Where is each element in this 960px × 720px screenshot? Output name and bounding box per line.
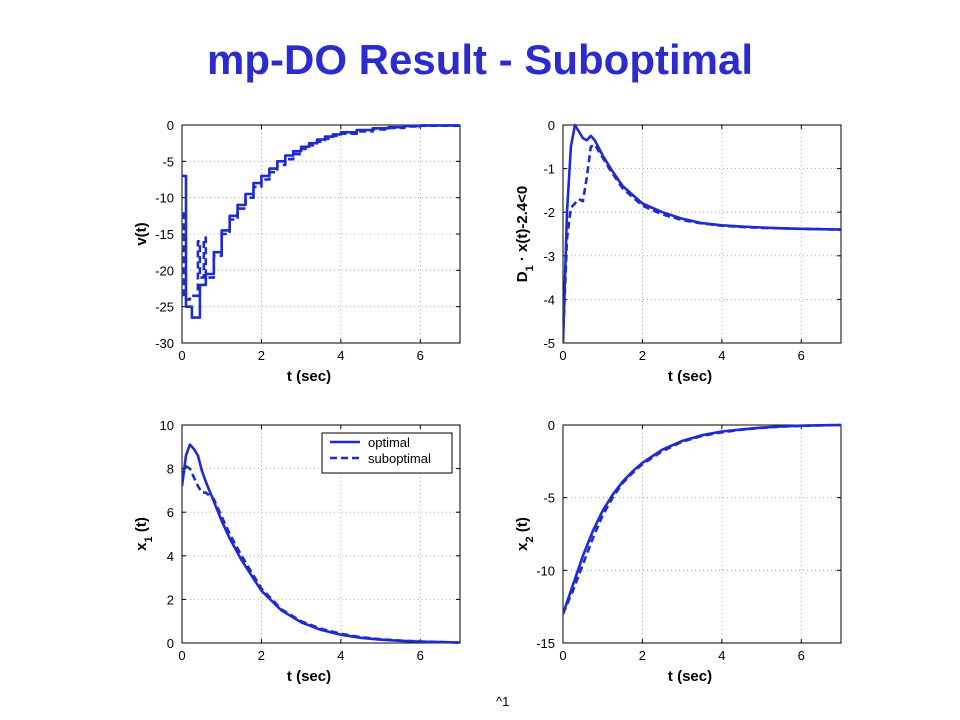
x-axis-label: t (sec): [668, 668, 712, 685]
series-line-suboptimal: [563, 143, 841, 339]
y-tick-label: 0: [548, 418, 555, 433]
x-tick-label: 0: [178, 648, 185, 663]
y-tick-label: -5: [543, 336, 555, 351]
series-line-suboptimal: [182, 124, 460, 301]
y-tick-label: -5: [543, 491, 555, 506]
y-tick-label: -5: [162, 154, 174, 169]
y-axis-label: x2 (t): [514, 517, 536, 551]
x-tick-label: 2: [258, 648, 265, 663]
footer-mark: ^1: [496, 694, 510, 709]
series-line-optimal: [182, 443, 460, 644]
plot-x2-of-t: 0 2 4 6 0 -5 -10 -15 t (sec) x2 (t): [514, 418, 842, 685]
y-tick-label: -30: [155, 336, 174, 351]
y-axis-label: D1 · x(t)-2.4<0: [514, 186, 536, 283]
series-line-suboptimal: [563, 423, 841, 615]
x-tick-label: 4: [337, 648, 344, 663]
x-tick-label: 0: [559, 648, 566, 663]
plot-frame: [562, 424, 842, 644]
series-line-optimal: [563, 423, 841, 615]
plot-x1-of-t: 0 2 4 6 10 8 6 4 2 0 t (sec) x1 (t) optimalsuboptima…: [133, 418, 461, 685]
x-tick-label: 6: [798, 648, 805, 663]
y-tick-label: -15: [155, 227, 174, 242]
y-axis-label: v(t): [133, 222, 150, 245]
plot-v-of-t: 0 2 4 6 0 -5 -10 -15 -20 -25 -30 t (sec) v(t): [133, 118, 461, 385]
y-tick-label: 8: [167, 462, 174, 477]
y-tick-label: 0: [548, 118, 555, 133]
series-line-suboptimal: [182, 465, 460, 644]
y-tick-label: -4: [543, 292, 555, 307]
plot-frame: [181, 424, 461, 644]
y-tick-label: -1: [543, 162, 555, 177]
x-tick-label: 2: [639, 648, 646, 663]
y-tick-label: -10: [155, 191, 174, 206]
plot-frame: [562, 124, 842, 344]
y-tick-label: -3: [543, 249, 555, 264]
plot-constraint: 0 2 4 6 0 -1 -2 -3 -4 -5 t (sec) D1 · x(t)-2.4<0: [514, 118, 842, 385]
y-axis-label: x1 (t): [133, 517, 155, 551]
x-tick-label: 4: [718, 648, 725, 663]
y-tick-label: 0: [167, 636, 174, 651]
y-tick-label: -25: [155, 300, 174, 315]
x-axis-label: t (sec): [287, 368, 331, 385]
y-tick-label: -2: [543, 205, 555, 220]
legend-box: [321, 432, 453, 474]
y-tick-label: -15: [536, 636, 555, 651]
x-tick-label: 6: [798, 348, 805, 363]
x-tick-label: 4: [718, 348, 725, 363]
y-tick-label: 2: [167, 592, 174, 607]
x-axis-label: t (sec): [668, 368, 712, 385]
y-tick-label: -20: [155, 263, 174, 278]
series-line-optimal: [563, 123, 841, 344]
legend-label-optimal: optimal: [368, 435, 410, 450]
x-axis-label: t (sec): [287, 668, 331, 685]
series-line-optimal: [182, 124, 460, 319]
x-tick-label: 6: [417, 348, 424, 363]
x-tick-label: 2: [639, 348, 646, 363]
y-tick-label: 4: [167, 549, 174, 564]
x-tick-label: 4: [337, 348, 344, 363]
x-tick-label: 2: [258, 348, 265, 363]
y-tick-label: 6: [167, 505, 174, 520]
slide-title: mp-DO Result - Suboptimal: [207, 36, 753, 83]
y-tick-label: 0: [167, 118, 174, 133]
x-tick-label: 0: [178, 348, 185, 363]
x-tick-label: 0: [559, 348, 566, 363]
y-tick-label: -10: [536, 563, 555, 578]
legend-label-suboptimal: suboptimal: [368, 451, 431, 466]
x-tick-label: 6: [417, 648, 424, 663]
y-tick-label: 10: [160, 418, 174, 433]
